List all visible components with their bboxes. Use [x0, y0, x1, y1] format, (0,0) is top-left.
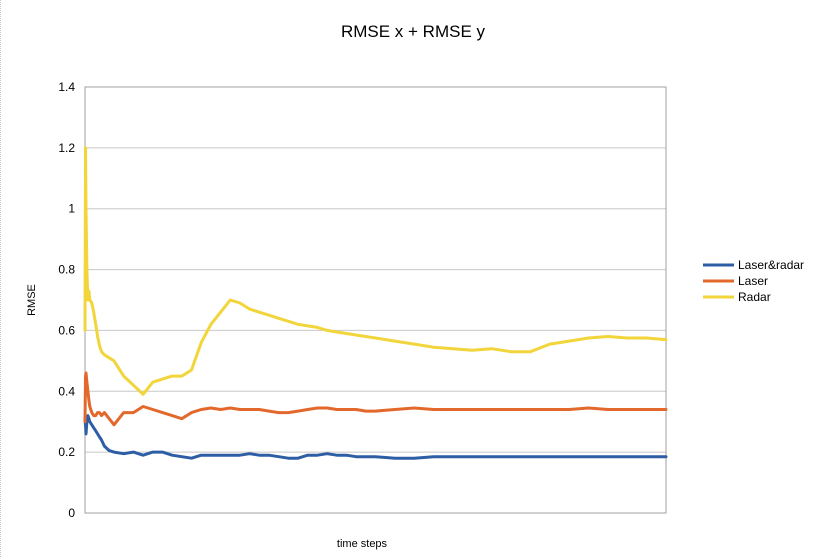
- y-tick-label: 0: [68, 506, 75, 520]
- series-line-radar: [83, 146, 668, 396]
- y-tick-label: 0.6: [58, 323, 75, 337]
- y-tick-label: 1.2: [58, 141, 75, 155]
- legend: Laser&radar Laser Radar: [703, 258, 804, 304]
- series-lines: [83, 146, 668, 460]
- plot-area-frame: [84, 86, 667, 514]
- y-tick-label: 0.2: [58, 445, 75, 459]
- legend-label: Laser: [738, 274, 768, 288]
- y-axis-label: RMSE: [26, 284, 38, 316]
- y-tick-label: 1.4: [58, 80, 75, 94]
- series-line-laser: [83, 371, 668, 427]
- y-tick-labels: 0 0.2 0.4 0.6 0.8 1 1.2 1.4: [58, 80, 75, 520]
- left-border-dots: [0, 0, 3, 557]
- legend-label: Radar: [738, 290, 771, 304]
- y-tick-label: 1: [68, 202, 75, 216]
- y-tick-label: 0.8: [58, 263, 75, 277]
- series-line-laser-radar: [83, 414, 668, 460]
- chart-title: RMSE x + RMSE y: [341, 22, 486, 41]
- grid-lines: [85, 86, 666, 514]
- y-tick-label: 0.4: [58, 384, 75, 398]
- legend-label: Laser&radar: [738, 258, 804, 272]
- x-axis-label: time steps: [337, 538, 388, 550]
